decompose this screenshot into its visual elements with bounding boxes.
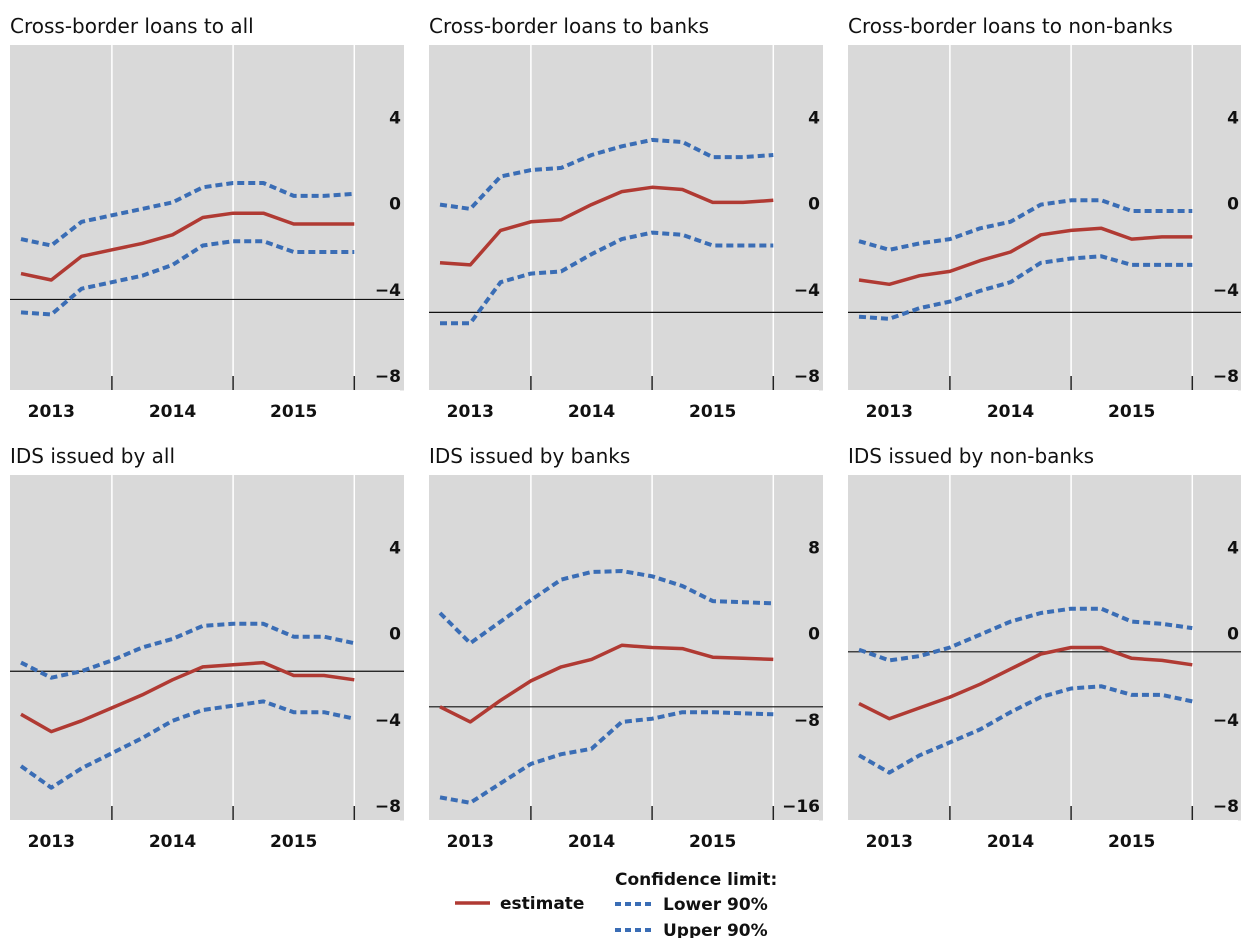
series-line: Upper 90% (858, 606, 1193, 663)
y-tick-label: −4 (1213, 281, 1239, 301)
x-tick-label: 2015 (1108, 402, 1155, 422)
plot-background (848, 45, 1241, 390)
series-line: Upper 90% (20, 181, 355, 248)
series-line: Lower 90% (19, 699, 355, 790)
x-tick-label: 2015 (689, 832, 736, 852)
y-tick-label: 0 (808, 195, 820, 215)
series-line: Lower 90% (440, 230, 774, 326)
y-tick-label: −8 (375, 367, 401, 387)
x-tick-label: 2015 (689, 402, 736, 422)
y-tick-label: −4 (794, 281, 820, 301)
x-tick-label: 2013 (28, 832, 75, 852)
series-line: Lower 90% (20, 239, 355, 317)
legend-label: Lower 90% (663, 895, 768, 915)
chart-title: IDS issued by banks (429, 444, 630, 468)
chart-title: IDS issued by non-banks (848, 444, 1094, 468)
y-tick-label: −4 (375, 711, 401, 731)
legend-title: Confidence limit: (615, 870, 777, 890)
y-tick-label: 8 (808, 538, 820, 558)
series-line: Upper 90% (858, 198, 1193, 252)
y-tick-label: 4 (389, 108, 401, 128)
y-tick-label: 4 (389, 538, 401, 558)
x-tick-label: 2014 (149, 402, 196, 422)
series-line: Upper 90% (20, 621, 355, 680)
series-line: estimate (439, 643, 774, 724)
x-tick-label: 2015 (270, 832, 317, 852)
series-line: Upper 90% (438, 569, 774, 646)
series-line: estimate (858, 226, 1193, 287)
chart-title: Cross-border loans to banks (429, 14, 709, 38)
plot-background (429, 45, 823, 390)
plot-background (10, 475, 404, 820)
y-tick-label: 0 (389, 195, 401, 215)
y-tick-label: −4 (375, 281, 401, 301)
plot-background (848, 475, 1241, 820)
y-tick-label: −8 (1213, 797, 1239, 817)
y-tick-label: 0 (1227, 625, 1239, 645)
y-tick-label: −8 (1213, 367, 1239, 387)
x-tick-label: 2014 (987, 832, 1034, 852)
y-tick-label: −4 (1213, 711, 1239, 731)
y-tick-label: 0 (808, 625, 820, 645)
series-line: Lower 90% (858, 684, 1193, 775)
y-tick-label: −8 (794, 711, 820, 731)
x-tick-label: 2013 (447, 402, 494, 422)
series-line: estimate (439, 185, 774, 267)
y-tick-label: 0 (1227, 195, 1239, 215)
series-line: Lower 90% (439, 710, 774, 805)
x-tick-label: 2013 (866, 402, 913, 422)
y-tick-label: −8 (375, 797, 401, 817)
series-line: estimate (858, 645, 1193, 721)
y-tick-label: −8 (794, 367, 820, 387)
legend-label: Upper 90% (663, 921, 768, 938)
y-tick-label: −16 (782, 797, 820, 817)
x-tick-label: 2015 (1108, 832, 1155, 852)
y-tick-label: 4 (808, 108, 820, 128)
plot-background (429, 475, 823, 820)
series-line: Lower 90% (858, 254, 1193, 321)
chart-title: IDS issued by all (10, 444, 175, 468)
y-tick-label: 0 (389, 625, 401, 645)
x-tick-label: 2013 (866, 832, 913, 852)
x-tick-label: 2015 (270, 402, 317, 422)
legend-label: estimate (500, 894, 584, 914)
x-tick-label: 2014 (149, 832, 196, 852)
chart-title: Cross-border loans to non-banks (848, 14, 1173, 38)
y-tick-label: 4 (1227, 108, 1239, 128)
x-tick-label: 2013 (28, 402, 75, 422)
series-line: estimate (20, 660, 355, 734)
series-line: estimate (20, 211, 355, 282)
x-tick-label: 2014 (568, 832, 615, 852)
x-tick-label: 2014 (568, 402, 615, 422)
series-line: Upper 90% (439, 137, 774, 211)
chart-title: Cross-border loans to all (10, 14, 254, 38)
x-tick-label: 2014 (987, 402, 1034, 422)
y-tick-label: 4 (1227, 538, 1239, 558)
x-tick-label: 2013 (447, 832, 494, 852)
